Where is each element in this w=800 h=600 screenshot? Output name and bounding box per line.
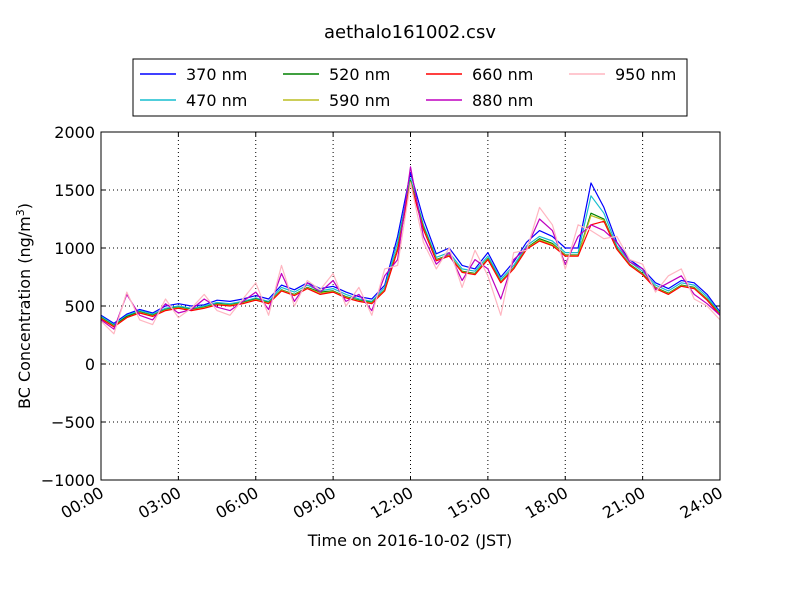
y-tick-label: 1500 xyxy=(54,181,95,200)
series-line-880-nm xyxy=(100,166,721,330)
y-tick-label: −1000 xyxy=(41,471,95,490)
x-tick-label: 24:00 xyxy=(677,483,726,523)
y-axis-label: BC Concentration (ng/m3) xyxy=(14,203,35,409)
y-axis: 2000 1500 1000 500 0 −500 −1000 xyxy=(41,123,720,490)
legend-label: 590 nm xyxy=(329,91,390,110)
y-tick-label: 0 xyxy=(85,355,95,374)
legend-label: 470 nm xyxy=(186,91,247,110)
y-axis-label-sup: 3 xyxy=(14,209,27,216)
series-line-950-nm xyxy=(100,182,721,335)
y-axis-label-main: BC Concentration (ng/m xyxy=(15,216,34,409)
series-group xyxy=(100,166,721,335)
x-tick-label: 12:00 xyxy=(367,483,416,523)
x-axis: 00:00 03:00 06:00 09:00 12:00 15:00 18:00 21:00… xyxy=(58,132,726,523)
y-tick-label: 500 xyxy=(64,297,95,316)
legend-label: 950 nm xyxy=(615,65,676,84)
x-tick-label: 15:00 xyxy=(444,483,493,523)
chart-title: aethalo161002.csv xyxy=(324,22,496,43)
y-axis-label-end: ) xyxy=(15,203,34,209)
x-tick-label: 03:00 xyxy=(135,483,184,523)
legend-label: 660 nm xyxy=(472,65,533,84)
legend-label: 370 nm xyxy=(186,65,247,84)
x-tick-label: 18:00 xyxy=(522,483,571,523)
y-tick-label: 1000 xyxy=(54,239,95,258)
legend-label: 520 nm xyxy=(329,65,390,84)
series-line-520-nm xyxy=(100,180,721,327)
y-tick-label: 2000 xyxy=(54,123,95,142)
legend-label: 880 nm xyxy=(472,91,533,110)
y-tick-label: −500 xyxy=(51,413,95,432)
x-tick-label: 21:00 xyxy=(599,483,648,523)
x-tick-label: 06:00 xyxy=(212,483,261,523)
legend-frame xyxy=(132,58,688,117)
x-axis-label: Time on 2016-10-02 (JST) xyxy=(307,531,512,550)
legend: 370 nm 470 nm 520 nm 590 nm 660 nm 880 nm 950 … xyxy=(132,58,688,117)
x-tick-label: 09:00 xyxy=(290,483,339,523)
series-line-470-nm xyxy=(100,177,721,326)
